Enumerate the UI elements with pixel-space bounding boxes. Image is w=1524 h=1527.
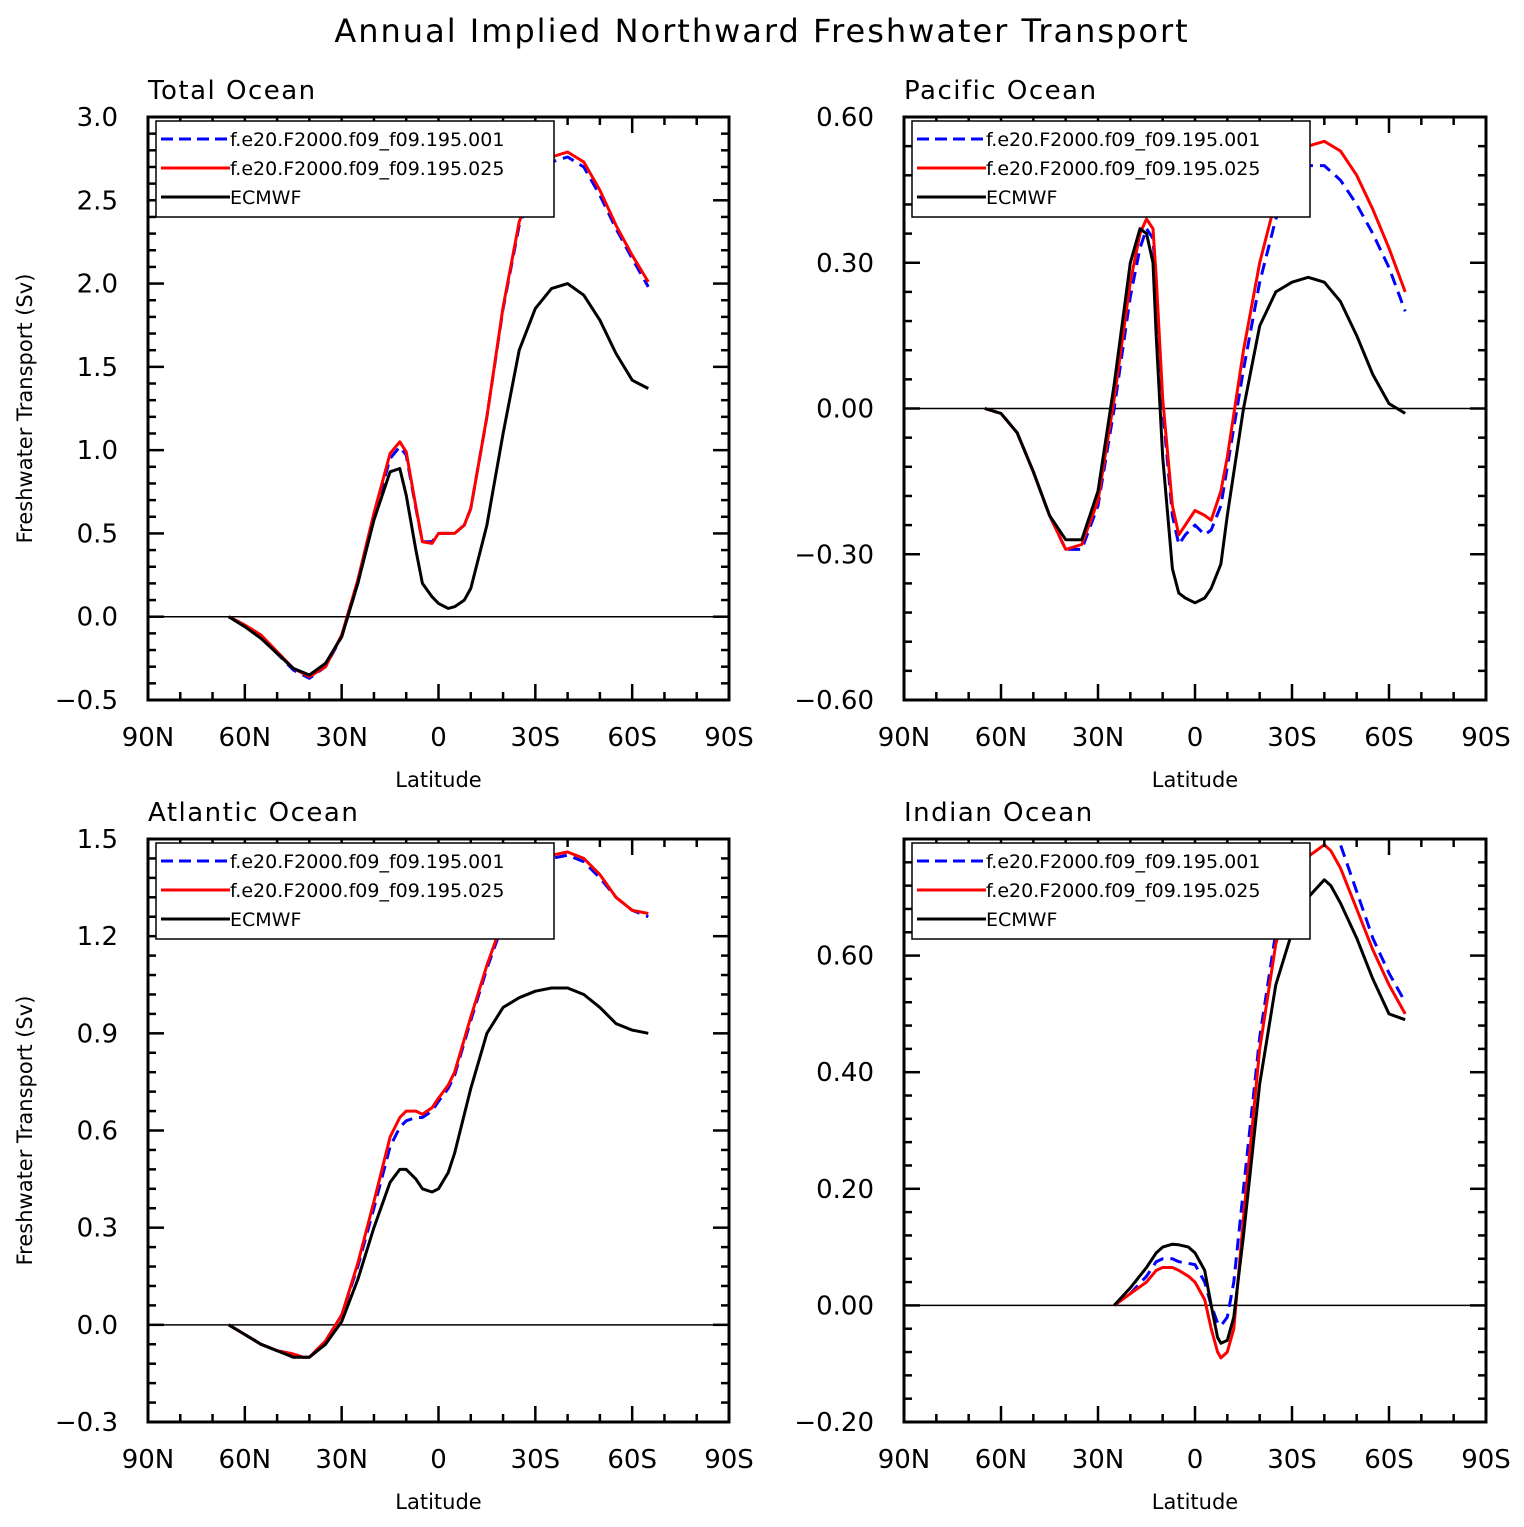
legend-label: f.e20.F2000.f09_f09.195.001 [230, 129, 504, 151]
panel-pacific-ocean: Pacific Ocean 90N 60N 30N 0 30S 60S 90S −0.60 −0.… [794, 76, 1510, 792]
y-tick-label: 0.9 [77, 1019, 118, 1049]
y-tick-label: 1.2 [77, 922, 118, 952]
series-line-case1 [984, 164, 1407, 551]
legend-label: ECMWF [986, 187, 1057, 209]
series-line-case2 [1113, 843, 1407, 1360]
legend-label: f.e20.F2000.f09_f09.195.001 [230, 851, 504, 873]
legend: f.e20.F2000.f09_f09.195.001 f.e20.F2000.f… [155, 120, 555, 218]
x-tick-label: 30S [1267, 723, 1317, 753]
series-line-case1 [1113, 839, 1407, 1328]
y-tick-label: 1.5 [77, 353, 118, 383]
legend: f.e20.F2000.f09_f09.195.001 f.e20.F2000.f… [155, 842, 555, 940]
x-tick-label: 60N [219, 1445, 272, 1475]
series-line-obs [984, 227, 1406, 605]
y-tick-label: 0.5 [77, 519, 118, 549]
x-axis-label: Latitude [395, 1490, 481, 1514]
x-tick-label: 90S [704, 1445, 754, 1475]
series-group [227, 850, 649, 1359]
series-line-case2 [984, 139, 1407, 551]
y-tick-label: −0.5 [55, 686, 118, 716]
x-axis-label: Latitude [1152, 1490, 1238, 1514]
panel-title: Pacific Ocean [904, 76, 1098, 106]
y-tick-label: −0.3 [55, 1408, 118, 1438]
x-tick-label: 90S [1461, 723, 1511, 753]
series-line-case2 [228, 150, 650, 679]
legend-label: f.e20.F2000.f09_f09.195.001 [986, 129, 1260, 151]
y-tick-label: 0.00 [816, 395, 874, 425]
x-tick-label: 30N [315, 723, 368, 753]
series-group [227, 150, 650, 680]
x-tick-label: 90N [878, 723, 931, 753]
y-tick-label: 3.0 [77, 103, 118, 133]
panel-atlantic-ocean: Atlantic Ocean 90N 60N 30N 0 30S 60S 90S −0.3 0.0… [13, 798, 754, 1514]
x-axis-label: Latitude [1152, 768, 1238, 792]
x-tick-label: 90N [122, 1445, 175, 1475]
y-tick-label: 0.20 [816, 1175, 874, 1205]
y-tick-label: 2.5 [77, 186, 118, 216]
x-tick-label: 60N [219, 723, 272, 753]
y-axis-label: Freshwater Transport (Sv) [13, 996, 37, 1266]
y-tick-label: 0.00 [816, 1291, 874, 1321]
y-tick-label: 0.30 [816, 249, 874, 279]
x-tick-label: 60S [607, 1445, 657, 1475]
y-axis-label: Freshwater Transport (Sv) [13, 274, 37, 544]
legend-label: ECMWF [230, 187, 301, 209]
y-tick-label: 0.60 [816, 942, 874, 972]
x-tick-label: 30S [1267, 1445, 1317, 1475]
series-group [1113, 839, 1407, 1360]
y-tick-label: −0.30 [794, 540, 874, 570]
x-tick-label: 60S [1364, 723, 1414, 753]
y-tick-label: 0.40 [816, 1058, 874, 1088]
y-tick-label: 0.6 [77, 1117, 118, 1147]
x-tick-label: 30S [511, 723, 561, 753]
legend-label: f.e20.F2000.f09_f09.195.025 [986, 880, 1260, 902]
y-tick-label: 0.3 [77, 1214, 118, 1244]
legend: f.e20.F2000.f09_f09.195.001 f.e20.F2000.f… [911, 842, 1311, 940]
y-tick-label: 1.5 [77, 825, 118, 855]
x-tick-label: 60S [607, 723, 657, 753]
legend-label: f.e20.F2000.f09_f09.195.025 [986, 158, 1260, 180]
y-tick-label: −0.20 [794, 1408, 874, 1438]
y-tick-label: 2.0 [77, 270, 118, 300]
x-tick-label: 30S [511, 1445, 561, 1475]
x-tick-label: 0 [1187, 1445, 1204, 1475]
x-tick-label: 90N [122, 723, 175, 753]
legend-label: f.e20.F2000.f09_f09.195.025 [230, 880, 504, 902]
x-axis-label: Latitude [395, 768, 481, 792]
legend-label: f.e20.F2000.f09_f09.195.001 [986, 851, 1260, 873]
x-tick-label: 60N [975, 723, 1028, 753]
panel-title: Atlantic Ocean [148, 798, 359, 828]
x-tick-label: 0 [1187, 723, 1204, 753]
legend-label: f.e20.F2000.f09_f09.195.025 [230, 158, 504, 180]
x-tick-label: 90S [704, 723, 754, 753]
x-tick-label: 30N [1072, 723, 1125, 753]
y-tick-label: 0.60 [816, 103, 874, 133]
x-tick-label: 90N [878, 1445, 931, 1475]
legend-label: ECMWF [230, 909, 301, 931]
x-tick-label: 0 [430, 723, 447, 753]
panel-total-ocean: Total Ocean 90N 60N 30N 0 30S 60S 90S −0.5 0.0 0.5… [13, 76, 754, 792]
panel-indian-ocean: Indian Ocean 90N 60N 30N 0 30S 60S 90S −0.20 0.00… [794, 798, 1510, 1514]
y-tick-label: 1.0 [77, 436, 118, 466]
x-tick-label: 30N [315, 1445, 368, 1475]
figure-title: Annual Implied Northward Freshwater Tran… [334, 12, 1190, 50]
series-line-obs [227, 282, 649, 677]
series-line-obs [227, 986, 649, 1359]
series-line-obs [1113, 878, 1406, 1345]
x-tick-label: 60S [1364, 1445, 1414, 1475]
x-tick-label: 0 [430, 1445, 447, 1475]
panel-title: Indian Ocean [904, 798, 1094, 828]
y-tick-label: 0.0 [77, 603, 118, 633]
y-tick-label: −0.60 [794, 686, 874, 716]
y-tick-label: 0.0 [77, 1311, 118, 1341]
legend-label: ECMWF [986, 909, 1057, 931]
legend: f.e20.F2000.f09_f09.195.001 f.e20.F2000.f… [911, 120, 1311, 218]
x-tick-label: 60N [975, 1445, 1028, 1475]
panel-title: Total Ocean [147, 76, 317, 106]
series-group [984, 139, 1407, 605]
x-tick-label: 30N [1072, 1445, 1125, 1475]
x-tick-label: 90S [1461, 1445, 1511, 1475]
series-line-case1 [228, 155, 650, 680]
